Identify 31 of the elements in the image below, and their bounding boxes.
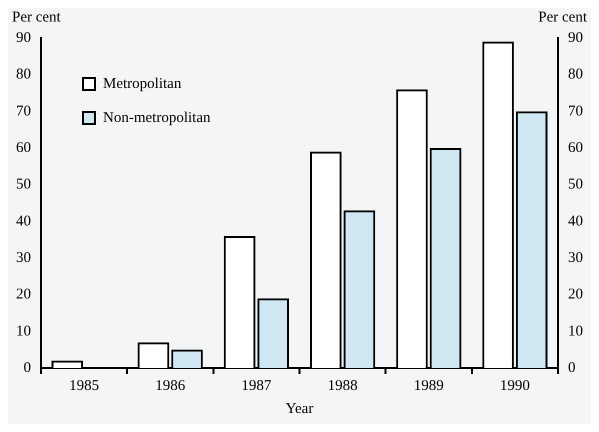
y-tick-label: 0 [24,360,31,376]
x-tick-label: 1988 [328,378,358,394]
y-tick-label: 20 [16,286,31,303]
y2-tick-label: 40 [568,213,583,230]
y-tick-label: 70 [16,103,31,120]
x-tick-label: 1985 [69,378,100,394]
y-tick-label: 10 [16,323,31,340]
y2-tick-label: 20 [568,286,583,303]
y-tick-label: 60 [16,140,31,156]
y2-axis-title: Per cent [538,9,588,26]
x-axis-title: Year [286,400,314,417]
x-tick-label: 1986 [155,378,186,394]
x-tick-label: 1987 [241,378,272,394]
y2-tick-label: 0 [568,360,576,376]
y2-tick-label: 70 [568,103,583,120]
x-tick-label: 1990 [500,378,530,394]
y2-tick-label: 10 [568,323,583,340]
legend-label: Non-metropolitan [103,110,211,126]
y2-tick-label: 90 [568,30,583,46]
y-tick-label: 50 [16,176,31,193]
y-axis-title: Per cent [12,9,62,26]
y2-tick-label: 80 [568,66,583,83]
y-tick-label: 40 [16,213,31,230]
y-tick-label: 80 [16,66,31,83]
y2-tick-label: 50 [568,176,583,193]
y-tick-label: 30 [16,250,31,266]
x-tick-label: 1989 [414,378,444,394]
legend-label: Metropolitan [103,76,182,92]
y-tick-label: 90 [16,30,31,46]
y2-tick-label: 60 [568,140,583,156]
y2-tick-label: 30 [568,250,583,266]
